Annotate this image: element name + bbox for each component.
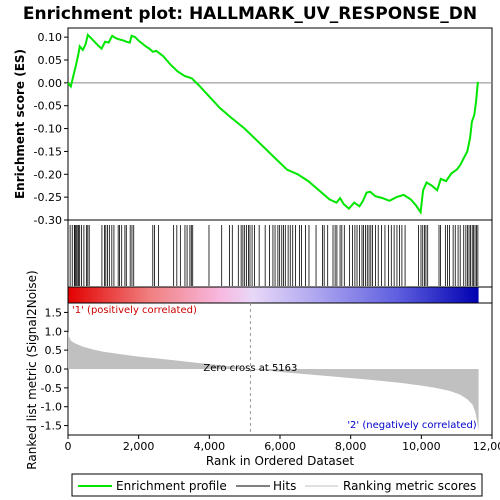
es-y-axis-ticks: 0.10 0.05 0.00 -0.05 -0.10 -0.15 -0.20 -0.25 -0.… [34, 31, 68, 227]
metric-y-tick-label: 1.5 [45, 306, 63, 319]
hit-markers [69, 225, 479, 286]
metric-y-tick-label: 0.0 [45, 363, 63, 376]
es-y-axis-label: Enrichment score (ES) [13, 49, 27, 199]
legend: Enrichment profile Hits Ranking metric s… [71, 473, 483, 497]
metric-y-tick-label: -1.5 [41, 420, 62, 433]
zero-cross-label: Zero cross at 5163 [203, 363, 297, 374]
x-axis-label: Rank in Ordered Dataset [206, 454, 354, 468]
enrichment-score-panel: 0.10 0.05 0.00 -0.05 -0.10 -0.15 -0.20 -0.25 -0.… [13, 27, 493, 227]
metric-y-axis-label: Ranked list metric (Signal2Noise) [25, 270, 39, 469]
metric-y-tick-label: 1.0 [45, 325, 63, 338]
metric-y-tick-label: 0.5 [45, 344, 63, 357]
x-tick-label: 2,000 [123, 440, 155, 453]
x-tick-label: 10,000 [402, 440, 441, 453]
chart-title: Enrichment plot: HALLMARK_UV_RESPONSE_DN [23, 4, 477, 24]
legend-ranking-label: Ranking metric scores [343, 479, 476, 493]
x-tick-label: 4,000 [194, 440, 226, 453]
ranking-metric-area [68, 331, 479, 432]
es-y-tick-label: -0.30 [34, 214, 62, 227]
es-y-tick-label: -0.10 [34, 123, 62, 136]
x-tick-label: 0 [65, 440, 72, 453]
rank-gradient-bar [68, 287, 479, 303]
rank-color-bar [67, 286, 493, 304]
legend-hits-label: Hits [273, 479, 296, 493]
es-plot-frame [67, 27, 493, 221]
es-y-tick-label: -0.15 [34, 145, 62, 158]
x-tick-label: 8,000 [335, 440, 367, 453]
negative-correlation-label: '2' (negatively correlated) [347, 420, 476, 431]
es-y-tick-label: -0.05 [34, 100, 62, 113]
legend-enrichment-label: Enrichment profile [116, 479, 227, 493]
ranked-metric-panel: 1.5 1.0 0.5 0.0 -0.5 -1.0 -1.5 Zero cross at 5… [25, 270, 493, 470]
es-y-tick-label: 0.05 [38, 54, 63, 67]
es-y-tick-label: 0.10 [38, 31, 63, 44]
enrichment-profile-line [67, 32, 479, 216]
es-y-tick-label: -0.20 [34, 168, 62, 181]
x-tick-label: 12,000 [473, 440, 500, 453]
legend-frame [71, 473, 483, 497]
metric-y-tick-label: -0.5 [41, 382, 62, 395]
es-y-tick-label: -0.25 [34, 191, 62, 204]
x-axis: 0 2,000 4,000 6,000 8,000 10,000 12,000 [65, 435, 500, 453]
es-y-tick-label: 0.00 [38, 77, 63, 90]
hits-panel [67, 219, 493, 288]
metric-y-axis-ticks: 1.5 1.0 0.5 0.0 -0.5 -1.0 -1.5 [41, 306, 68, 433]
positive-correlation-label: '1' (positively correlated) [72, 305, 197, 316]
x-tick-label: 6,000 [264, 440, 296, 453]
metric-y-tick-label: -1.0 [41, 401, 62, 414]
